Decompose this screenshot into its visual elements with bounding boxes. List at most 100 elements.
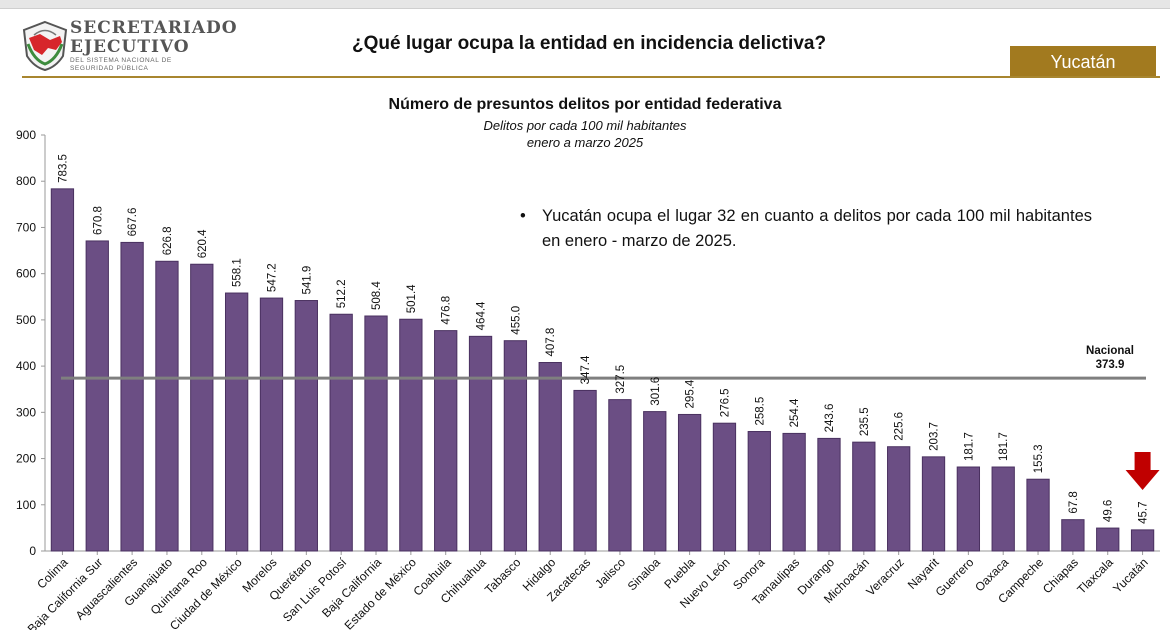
bar-Sonora [747,431,771,552]
data-label: 476.8 [441,296,453,325]
data-label: 295.4 [685,379,697,408]
org-name-line2: EJECUTIVO [70,37,190,57]
bar-Veracruz [887,446,911,552]
x-tick-label: Veracruz [863,555,906,598]
data-label: 67.8 [1068,491,1080,513]
org-name-line1: SECRETARIADO [70,18,238,38]
bar-Nayarit [921,456,946,552]
data-label: 508.4 [371,281,383,310]
top-bar [0,0,1170,9]
x-tick-label: Guerrero [933,555,977,599]
y-tick-label: 700 [16,220,36,234]
x-tick-label: Yucatán [1110,555,1151,596]
bar-Michoacán [852,441,876,552]
bar-Ciudad de México [224,292,249,552]
data-label: 547.2 [266,263,278,292]
data-label: 225.6 [894,412,906,441]
x-tick-label: Tlaxcala [1074,555,1116,597]
org-name-line3: DEL SISTEMA NACIONAL DE SEGURIDAD PÚBLIC… [70,57,172,72]
data-label: 243.6 [824,404,836,433]
data-label: 181.7 [998,432,1010,461]
x-tick-label: Chiapas [1040,555,1081,596]
data-label: 276.5 [719,388,731,417]
bar-Baja California Sur [85,240,109,552]
y-tick-label: 500 [16,313,36,327]
y-tick-label: 100 [16,498,36,512]
reference-label: Nacional [1086,345,1134,357]
y-tick-label: 900 [16,128,36,142]
bar-Oaxaca [991,466,1015,552]
data-label: 512.2 [336,279,348,308]
x-tick-label: Sinaloa [625,555,663,593]
bar-Nuevo León [712,422,737,552]
bar-Morelos [259,297,284,552]
header-divider [22,76,1160,78]
data-label: 464.4 [476,301,488,330]
summary-text: Yucatán ocupa el lugar 32 en cuanto a de… [542,207,1092,250]
bar-Chihuahua [468,335,493,552]
data-label: 501.4 [406,284,418,313]
bar-Tlaxcala [1096,527,1120,552]
bar-Guerrero [956,466,981,552]
data-label: 327.5 [615,365,627,394]
bar-Estado de México [399,318,423,552]
data-label: 301.6 [650,377,662,406]
data-label: 254.4 [789,398,801,427]
bar-Chiapas [1061,519,1085,552]
bar-Puebla [677,413,702,552]
bar-Guanajuato [155,260,179,552]
data-label: 235.5 [859,407,871,436]
bar-Querétaro [294,300,318,552]
y-tick-label: 0 [29,544,36,558]
data-label: 181.7 [963,432,975,461]
bar-Zacatecas [573,389,597,552]
seal-logo-icon [22,20,68,72]
bar-Quintana Roo [190,263,214,552]
chart-title: Número de presuntos delitos por entidad … [388,96,782,113]
data-label: 45.7 [1138,501,1150,523]
bar-Jalisco [608,399,632,552]
y-tick-label: 800 [16,174,36,188]
bar-San Luis Potosí [329,313,353,552]
bar-Tabasco [503,340,528,552]
y-tick-label: 600 [16,267,36,281]
y-tick-label: 400 [16,359,36,373]
data-label: 455.0 [510,306,522,335]
data-label: 407.8 [545,328,557,357]
data-label: 541.9 [301,266,313,295]
bar-Colima [50,188,75,552]
data-label: 558.1 [232,258,244,287]
chart-subtitle-1: Delitos por cada 100 mil habitantes [483,118,687,133]
chart-subtitle-2: enero a marzo 2025 [526,135,644,150]
bar-Yucatán [1130,529,1155,552]
data-label: 49.6 [1103,500,1115,522]
bar-Tamaulipas [782,432,806,552]
y-tick-label: 300 [16,405,36,419]
bar-Durango [817,437,841,552]
entity-badge: Yucatán [1010,46,1156,78]
data-label: 258.5 [754,397,766,426]
bar-Hidalgo [538,362,562,552]
data-label: 667.6 [127,208,139,237]
data-label: 203.7 [929,422,941,451]
data-label: 670.8 [92,206,104,235]
data-label: 620.4 [197,229,209,258]
bar-Aguascalientes [120,241,144,552]
x-tick-label: Tabasco [482,555,524,597]
summary-note: • Yucatán ocupa el lugar 32 en cuanto a … [520,204,1092,254]
down-arrow-icon [1125,452,1160,490]
bar-Sinaloa [643,411,667,552]
bar-Coahuila [434,330,458,552]
bullet-icon: • [520,207,526,225]
reference-value-label: 373.9 [1096,359,1125,371]
data-label: 347.4 [580,355,592,384]
data-label: 783.5 [57,154,69,183]
data-label: 155.3 [1033,444,1045,473]
bar-Campeche [1026,478,1050,552]
x-tick-label: Jalisco [592,555,628,591]
bar-Baja California [364,315,388,552]
data-label: 626.8 [162,226,174,255]
page-title: ¿Qué lugar ocupa la entidad en incidenci… [352,33,827,54]
y-tick-label: 200 [16,452,36,466]
